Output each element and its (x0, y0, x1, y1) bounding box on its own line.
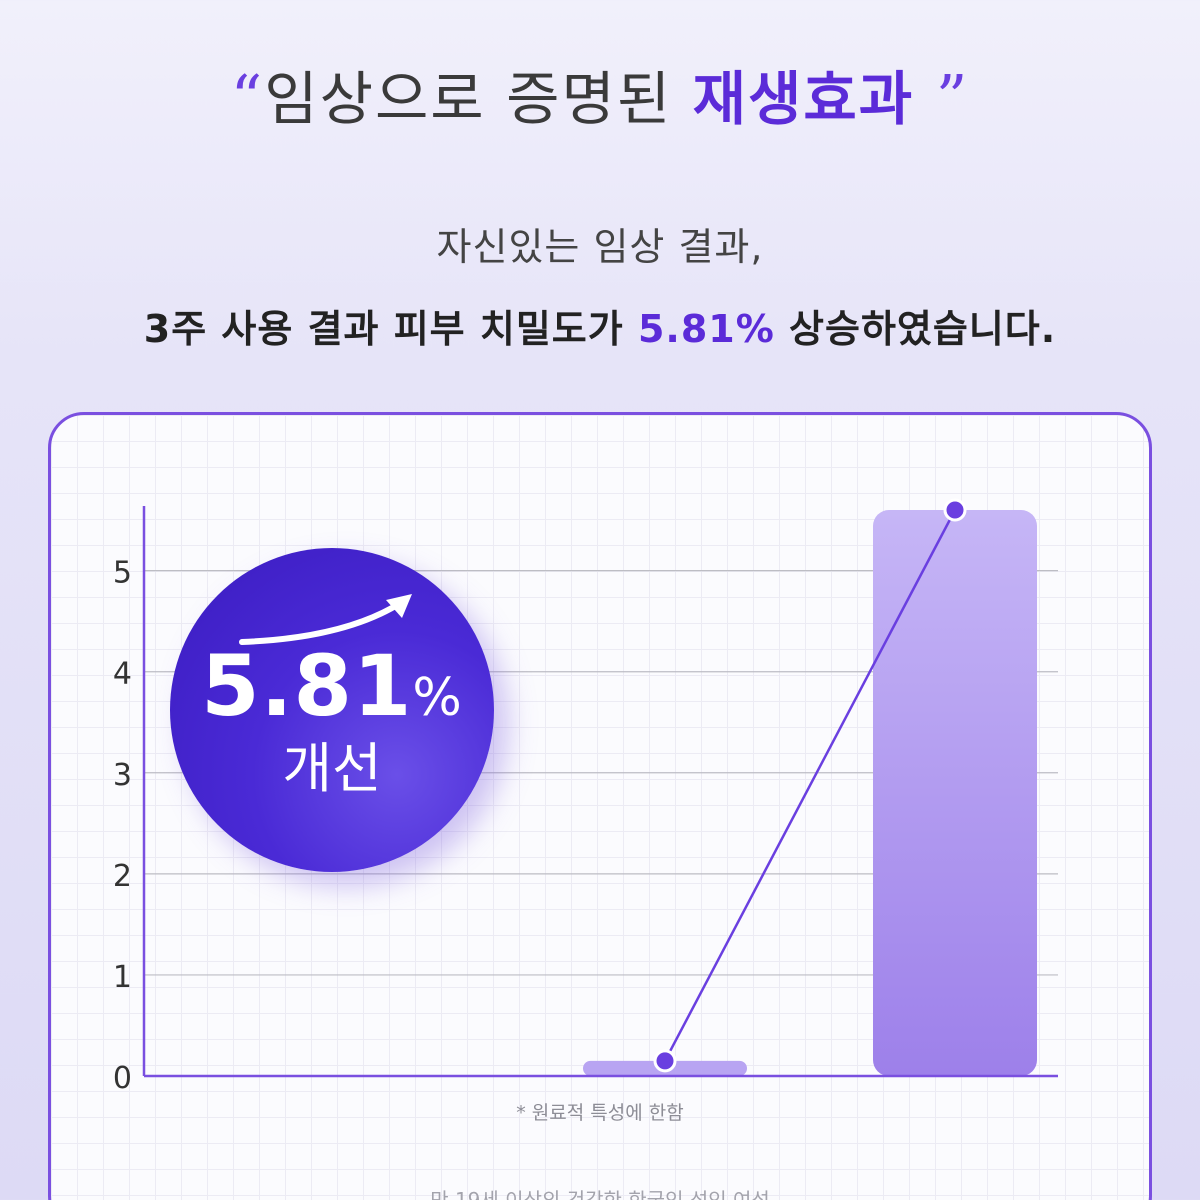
trend-line (663, 509, 957, 1062)
y-tick-label: 2 (113, 859, 132, 894)
badge-value: 5.81 (201, 637, 413, 735)
y-tick-label: 4 (113, 657, 132, 692)
improvement-badge: 5.81% 개선 (170, 548, 494, 872)
subtitle-line1: 자신있는 임상 결과, (436, 225, 764, 269)
headline: “임상으로 증명된 재생효과 ” (0, 52, 1200, 136)
subtitle-line2-suffix: 상승하였습니다. (774, 307, 1057, 351)
bar-2 (873, 510, 1037, 1076)
y-tick-label: 5 (113, 556, 132, 591)
badge-label: 개선 (282, 737, 382, 800)
y-tick-label: 0 (113, 1061, 132, 1096)
close-quote: ” (914, 61, 970, 134)
badge-unit: % (412, 668, 463, 728)
headline-text: 임상으로 증명된 (264, 65, 693, 133)
line-point-1 (943, 498, 967, 522)
footnote: * 원료적 특성에 한함 (516, 1102, 684, 1124)
trend-arrow-icon (239, 594, 412, 645)
subtitle-line2-value: 5.81% (637, 307, 775, 351)
y-tick-label: 1 (113, 960, 132, 995)
subtitle-line2: 3주 사용 결과 피부 치밀도가 5.81% 상승하였습니다. (0, 298, 1200, 353)
line-point-0 (653, 1049, 677, 1073)
y-tick-label: 3 (113, 758, 132, 793)
study-subjects-note: 만 19세 이상의 건강한 한국인 성인 여성 (430, 1188, 770, 1200)
subtitle-line2-prefix: 3주 사용 결과 피부 치밀도가 (143, 307, 638, 351)
open-quote: “ (230, 61, 265, 134)
headline-accent: 재생효과 (692, 65, 915, 133)
badge-percent: 5.81% (170, 644, 494, 728)
